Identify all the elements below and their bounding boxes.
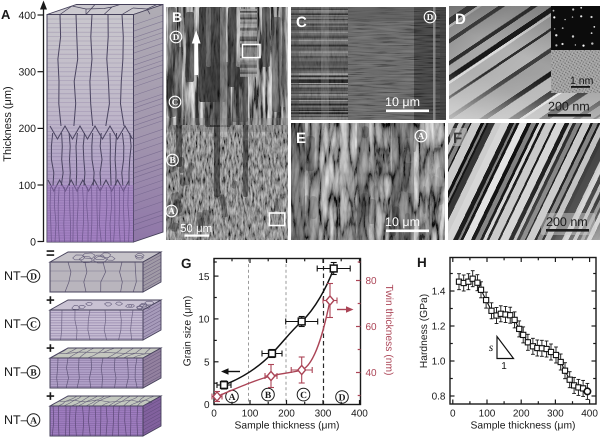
- svg-text:100: 100: [479, 409, 496, 420]
- svg-text:+: +: [46, 340, 55, 357]
- svg-text:400: 400: [581, 409, 598, 420]
- svg-text:A: A: [1, 7, 11, 22]
- svg-text:NT–: NT–: [4, 365, 28, 379]
- svg-text:+: +: [46, 292, 55, 309]
- svg-text:A: A: [229, 393, 236, 403]
- svg-text:+: +: [46, 388, 55, 405]
- svg-text:300: 300: [18, 67, 36, 79]
- svg-text:D: D: [30, 272, 37, 282]
- svg-text:D: D: [427, 12, 434, 22]
- svg-text:NT–: NT–: [4, 269, 28, 283]
- svg-text:F: F: [453, 130, 462, 147]
- svg-text:100: 100: [242, 409, 259, 420]
- svg-text:80: 80: [366, 276, 378, 287]
- svg-text:G: G: [181, 256, 192, 271]
- svg-text:300: 300: [547, 409, 564, 420]
- svg-text:400: 400: [18, 10, 36, 22]
- svg-text:10 μm: 10 μm: [385, 215, 420, 229]
- svg-text:Sample thickness (μm): Sample thickness (μm): [235, 421, 340, 432]
- svg-text:D: D: [173, 32, 180, 42]
- svg-text:1: 1: [501, 361, 507, 372]
- svg-text:A: A: [168, 206, 175, 216]
- svg-text:60: 60: [366, 322, 378, 333]
- svg-text:200 nm: 200 nm: [546, 215, 588, 229]
- svg-text:A: A: [418, 131, 425, 141]
- svg-text:B: B: [30, 368, 37, 378]
- svg-text:s: s: [489, 342, 494, 354]
- svg-text:C: C: [296, 14, 307, 31]
- svg-text:200: 200: [278, 409, 295, 420]
- svg-text:Grain size (μm): Grain size (μm): [183, 296, 194, 367]
- svg-text:NT–: NT–: [4, 413, 28, 427]
- svg-text:1.0: 1.0: [432, 357, 446, 368]
- svg-text:200: 200: [18, 123, 36, 135]
- svg-text:D: D: [339, 393, 346, 403]
- svg-text:D: D: [455, 11, 466, 28]
- svg-text:400: 400: [351, 409, 368, 420]
- svg-text:C: C: [172, 97, 179, 107]
- svg-text:B: B: [265, 391, 272, 401]
- svg-text:100: 100: [18, 180, 36, 192]
- svg-text:1.4: 1.4: [432, 287, 446, 298]
- svg-text:NT–: NT–: [4, 317, 28, 331]
- svg-text:40: 40: [366, 368, 378, 379]
- svg-text:300: 300: [315, 409, 332, 420]
- svg-text:10 μm: 10 μm: [385, 95, 420, 109]
- svg-text:Sample thickness (μm): Sample thickness (μm): [471, 421, 576, 432]
- svg-text:15: 15: [198, 272, 210, 283]
- svg-text:200: 200: [513, 409, 530, 420]
- svg-text:E: E: [296, 130, 306, 147]
- svg-text:H: H: [417, 255, 427, 270]
- svg-text:200 nm: 200 nm: [548, 100, 590, 114]
- svg-text:0: 0: [450, 409, 456, 420]
- svg-text:Thickness (μm): Thickness (μm): [2, 86, 14, 161]
- svg-text:1.2: 1.2: [432, 322, 446, 333]
- svg-text:B: B: [169, 155, 175, 165]
- svg-text:0: 0: [211, 409, 217, 420]
- svg-text:5: 5: [204, 358, 210, 369]
- svg-text:0: 0: [30, 236, 36, 248]
- svg-text:=: =: [46, 245, 55, 262]
- svg-text:C: C: [300, 391, 307, 401]
- svg-text:Twin thickness (nm): Twin thickness (nm): [383, 285, 394, 376]
- svg-text:0.8: 0.8: [432, 392, 446, 403]
- svg-text:10: 10: [198, 315, 210, 326]
- svg-text:B: B: [172, 9, 182, 25]
- svg-text:0: 0: [204, 400, 210, 411]
- svg-text:Hardness (GPa): Hardness (GPa): [419, 294, 430, 368]
- svg-text:C: C: [30, 320, 37, 330]
- svg-text:A: A: [30, 416, 37, 426]
- svg-text:1 nm: 1 nm: [570, 75, 594, 87]
- svg-text:50 μm: 50 μm: [180, 223, 212, 235]
